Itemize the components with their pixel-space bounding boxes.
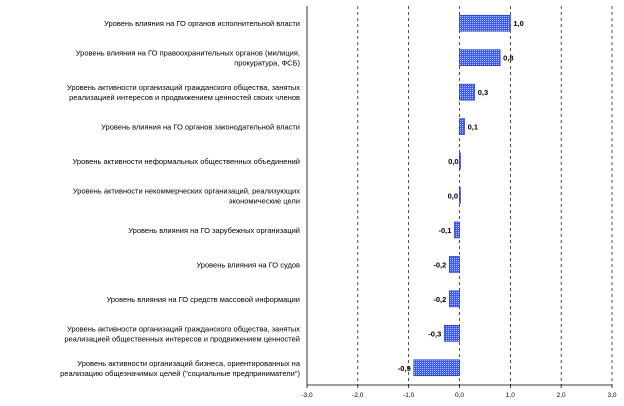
category-label-line: реализацией интересов и продвижением цен… <box>69 93 300 102</box>
category-label: Уровень активности организаций гражданск… <box>67 83 300 102</box>
value-label: -0,1 <box>438 226 451 235</box>
category-label-line: Уровень активности организаций бизнеса, … <box>77 359 301 368</box>
category-label-line: Уровень влияния на ГО средств массовой и… <box>106 295 300 304</box>
value-label: 0,0 <box>448 157 458 166</box>
category-label-line: экономические цели <box>229 197 300 206</box>
bar <box>459 83 476 101</box>
category-label-line: реализацию общезначимых целей ("социальн… <box>60 369 300 378</box>
bar <box>449 256 460 273</box>
category-label: Уровень влияния на ГО правоохранительных… <box>76 49 301 68</box>
category-label-line: прокуратура, ФСБ) <box>234 59 300 68</box>
category-label-line: Уровень влияния на ГО органов законодате… <box>101 123 300 132</box>
bar <box>459 187 461 204</box>
category-label: Уровень активности организаций бизнеса, … <box>60 359 301 378</box>
bar <box>459 49 501 66</box>
x-tick-label: -3,0 <box>301 392 313 399</box>
category-label-line: Уровень активности неформальных обществе… <box>73 157 301 166</box>
category-label: Уровень влияния на ГО зарубежных организ… <box>128 226 300 235</box>
value-label: -0,3 <box>428 329 441 338</box>
x-tick-label: 2,0 <box>557 392 566 399</box>
value-label: 0,3 <box>478 88 488 97</box>
category-label: Уровень влияния на ГО органов законодате… <box>101 123 300 132</box>
bar <box>459 14 511 32</box>
category-labels: Уровень влияния на ГО органов исполнител… <box>60 19 301 378</box>
category-label: Уровень влияния на ГО органов исполнител… <box>104 19 300 28</box>
category-label: Уровень активности организаций гражданск… <box>64 324 300 343</box>
category-label: Уровень активности неформальных обществе… <box>73 157 301 166</box>
value-label: 0,1 <box>468 123 478 132</box>
x-tick-label: -2,0 <box>352 392 364 399</box>
value-label: 0,0 <box>448 192 458 201</box>
category-label-line: Уровень влияния на ГО зарубежных организ… <box>128 226 300 235</box>
bar <box>443 325 460 342</box>
value-label: -0,9 <box>398 364 411 373</box>
bar <box>413 359 460 377</box>
value-label: -0,2 <box>433 295 446 304</box>
value-label: 0,8 <box>503 54 513 63</box>
x-tick-label: 0,0 <box>455 392 464 399</box>
category-label-line: Уровень влияния на ГО органов исполнител… <box>104 19 300 28</box>
category-label-line: Уровень активности организаций гражданск… <box>67 83 300 92</box>
x-axis-ticks: -3,0 -2,0 -1,0 0,0 1,0 2,0 3,0 <box>301 385 617 399</box>
bars <box>413 14 511 377</box>
category-label-line: Уровень влияния на ГО судов <box>196 260 300 269</box>
x-tick-label: 3,0 <box>607 392 616 399</box>
category-label: Уровень активности некоммерческих органи… <box>73 187 300 206</box>
category-label: Уровень влияния на ГО средств массовой и… <box>106 295 300 304</box>
bar <box>459 152 461 170</box>
bar <box>459 118 465 135</box>
value-label: 1,0 <box>513 19 523 28</box>
category-label-line: Уровень активности некоммерческих органи… <box>73 187 300 196</box>
bar <box>449 290 460 308</box>
value-label: -0,2 <box>433 260 446 269</box>
value-labels: 1,0 0,8 0,3 0,1 0,0 0,0 -0,1 -0,2 -0,2 -0,3 -0,9 <box>398 19 524 373</box>
bar <box>454 221 460 239</box>
x-tick-label: 1,0 <box>506 392 515 399</box>
x-tick-label: -1,0 <box>403 392 415 399</box>
category-label: Уровень влияния на ГО судов <box>196 260 300 269</box>
category-label-line: Уровень влияния на ГО правоохранительных… <box>76 49 300 58</box>
category-label-line: реализацией общественных интересов и про… <box>64 334 300 343</box>
category-label-line: Уровень активности организаций гражданск… <box>67 324 300 333</box>
